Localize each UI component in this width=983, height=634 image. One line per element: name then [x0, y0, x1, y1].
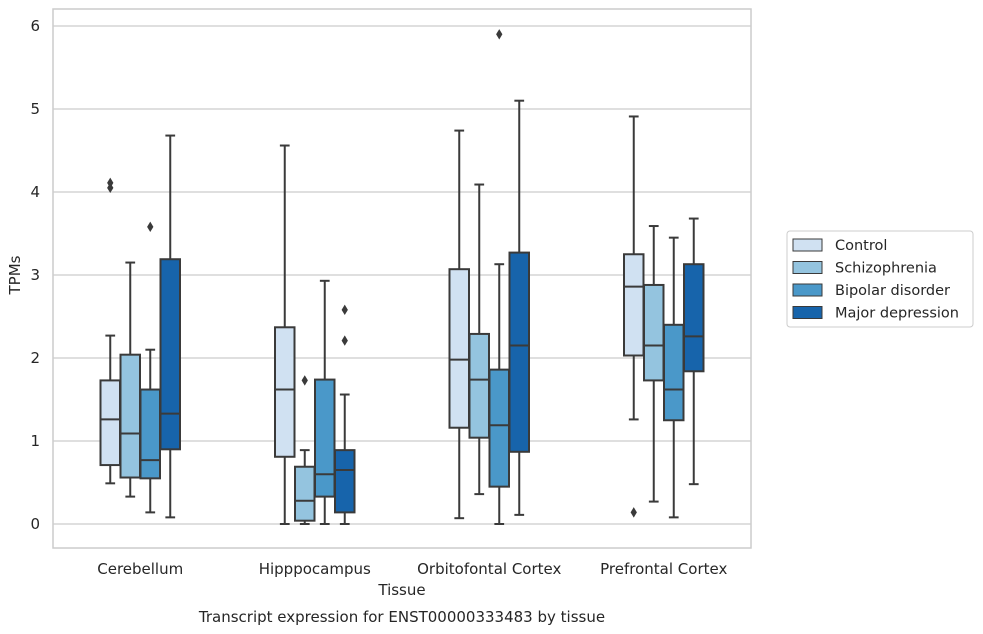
y-tick-label: 0	[30, 515, 40, 533]
legend-label: Bipolar disorder	[835, 283, 950, 299]
outlier-point	[301, 375, 308, 386]
x-tick-label: Orbitofontal Cortex	[417, 560, 561, 578]
y-tick-label: 4	[30, 183, 40, 201]
box-3-2	[663, 236, 685, 519]
y-tick-label: 6	[30, 17, 40, 35]
outlier-point	[341, 304, 348, 316]
y-axis-label: TPMs	[6, 255, 24, 295]
legend-swatch	[792, 283, 823, 297]
box-iqr	[139, 388, 161, 480]
y-tick-label: 3	[30, 266, 40, 284]
legend-swatch	[792, 238, 823, 252]
box-iqr	[119, 353, 141, 479]
box-iqr	[623, 253, 645, 357]
x-axis-label: Tissue	[377, 581, 425, 599]
outlier-point	[107, 177, 114, 189]
outlier-point	[496, 29, 503, 40]
box-iqr	[314, 378, 336, 498]
y-tick-label: 1	[30, 432, 40, 450]
outlier-point	[147, 221, 154, 233]
box-iqr	[643, 283, 665, 382]
legend-label: Major depression	[835, 306, 959, 322]
box-iqr	[159, 258, 181, 451]
y-tick-label: 2	[30, 349, 40, 367]
outlier-point	[341, 335, 348, 346]
box-groups	[99, 29, 705, 525]
legend-label: Schizophrenia	[835, 261, 937, 277]
y-tick-label: 5	[30, 100, 40, 118]
legend-frame	[786, 230, 974, 328]
x-tick-label: Prefrontal Cortex	[600, 560, 727, 578]
box-0-2	[139, 221, 161, 514]
plot-frame	[52, 8, 752, 549]
box-1-1	[294, 375, 316, 525]
box-iqr	[99, 379, 121, 467]
box-2-2	[488, 29, 510, 525]
box-iqr	[274, 326, 296, 458]
box-2-3	[508, 99, 530, 516]
box-iqr	[334, 449, 356, 514]
box-iqr	[294, 465, 316, 522]
box-0-3	[159, 134, 181, 519]
box-1-2	[314, 279, 336, 525]
box-2-0	[448, 129, 470, 520]
box-3-1	[643, 225, 665, 503]
box-1-3	[334, 304, 356, 525]
legend: Control Schizophrenia Bipolar disorder Majo…	[786, 230, 974, 328]
legend-label: Control	[835, 238, 887, 254]
box-0-1	[119, 261, 141, 498]
box-iqr	[663, 323, 685, 422]
x-tick-label: Cerebellum	[97, 560, 183, 578]
outlier-point	[630, 507, 637, 518]
y-tick-labels: 0 1 2 3 4 5 6	[30, 17, 40, 533]
box-iqr	[488, 368, 510, 488]
box-iqr	[508, 251, 530, 453]
box-3-3	[683, 217, 705, 486]
legend-swatch	[792, 261, 823, 274]
x-tick-labels: Cerebellum Hipppocampus Orbitofontal Corte…	[97, 560, 727, 578]
box-iqr	[683, 263, 705, 373]
box-iqr	[448, 268, 470, 429]
box-1-0	[274, 144, 296, 525]
box-3-0	[623, 115, 645, 518]
chart-caption: Transcript expression for ENST0000033348…	[198, 608, 605, 626]
legend-swatch	[792, 306, 823, 319]
box-iqr	[468, 332, 490, 439]
x-tick-label: Hipppocampus	[259, 560, 371, 578]
box-2-1	[468, 183, 490, 496]
